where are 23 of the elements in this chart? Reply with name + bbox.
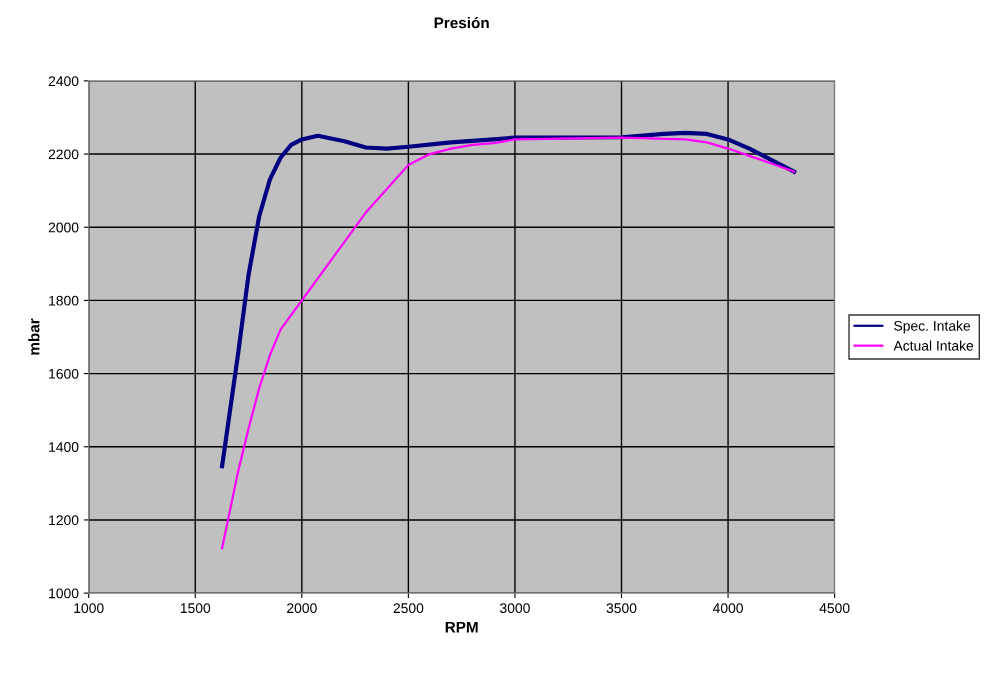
x-tick-label: 4000	[712, 603, 743, 614]
y-tick-label: 2200	[48, 149, 79, 160]
x-axis-title: RPM	[445, 621, 478, 633]
y-tick-label: 2400	[48, 76, 79, 87]
line-series	[220, 130, 797, 469]
y-tick-label: 1600	[49, 368, 79, 379]
chart-title: Presión	[434, 16, 489, 29]
x-tick-label: 2500	[393, 603, 424, 614]
y-tick-label: 1200	[49, 515, 79, 526]
legend-label: Spec. Intake	[894, 320, 971, 334]
x-tick-label: 3000	[500, 603, 530, 614]
x-tick-label: 2000	[287, 603, 317, 614]
y-tick-label: 1400	[49, 442, 79, 452]
x-tick-label: 4500	[819, 603, 850, 614]
y-tick-label: 2000	[48, 222, 79, 233]
line-series	[221, 136, 796, 550]
y-tick-label: 1000	[49, 588, 79, 599]
legend-label: Actual Intake	[893, 340, 974, 351]
x-tick-label: 3500	[606, 603, 637, 614]
y-tick-label: 1800	[49, 295, 79, 306]
y-axis-title: mbar	[28, 318, 40, 355]
x-tick-label: 1000	[74, 603, 104, 614]
x-tick-label: 1500	[180, 603, 211, 614]
